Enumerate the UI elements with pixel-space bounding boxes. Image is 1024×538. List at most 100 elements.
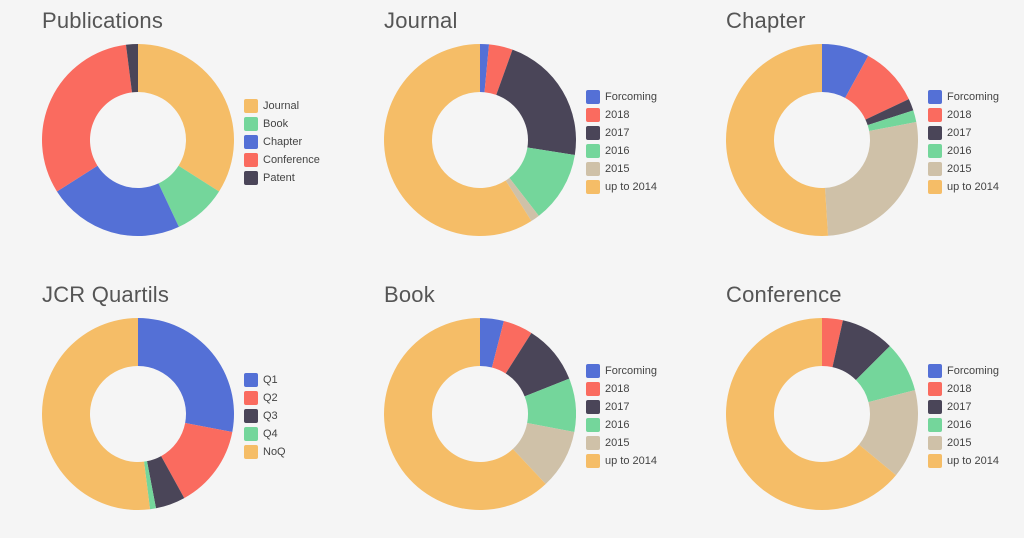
slice-2016[interactable] [855,346,915,403]
legend-item-2018[interactable]: 2018 [928,106,999,124]
slice-q3[interactable] [146,456,185,509]
legend-swatch [928,162,942,176]
slice-noq[interactable] [42,318,151,510]
legend-item-q2[interactable]: Q2 [244,389,286,407]
legend-swatch [928,418,942,432]
slice-2017[interactable] [505,332,570,397]
legend-item-2017[interactable]: 2017 [928,124,999,142]
legend-item-q3[interactable]: Q3 [244,407,286,425]
legend-item-q4[interactable]: Q4 [244,425,286,443]
legend-item-2015[interactable]: 2015 [586,160,657,178]
legend-item-2017[interactable]: 2017 [586,398,657,416]
legend-item-2018[interactable]: 2018 [586,380,657,398]
legend-label: Forcoming [947,365,999,377]
slice-conference[interactable] [42,44,132,192]
legend-item-up-to-2014[interactable]: up to 2014 [928,178,999,196]
legend-item-2016[interactable]: 2016 [928,142,999,160]
legend-item-noq[interactable]: NoQ [244,443,286,461]
legend-item-patent[interactable]: Patent [244,169,320,187]
slice-2015[interactable] [505,177,539,222]
legend-item-2015[interactable]: 2015 [928,160,999,178]
legend-item-forcoming[interactable]: Forcoming [586,362,657,380]
legend-item-conference[interactable]: Conference [244,151,320,169]
legend-item-q1[interactable]: Q1 [244,371,286,389]
legend-swatch [244,445,258,459]
slice-q1[interactable] [138,318,234,432]
slice-2016[interactable] [524,378,576,432]
legend-item-2017[interactable]: 2017 [586,124,657,142]
slice-up-to-2014[interactable] [384,318,546,510]
slice-q2[interactable] [161,422,233,499]
slice-2016[interactable] [509,147,575,216]
donut-chart-conference [726,318,918,510]
legend-swatch [244,153,258,167]
legend-label: 2018 [947,383,972,395]
slice-up-to-2014[interactable] [726,44,829,236]
slice-2016[interactable] [867,110,917,132]
legend-item-chapter[interactable]: Chapter [244,133,320,151]
legend-swatch [244,135,258,149]
legend-label: Chapter [263,136,303,148]
legend-item-journal[interactable]: Journal [244,97,320,115]
slice-2017[interactable] [832,320,890,381]
legend-item-book[interactable]: Book [244,115,320,133]
slice-2017[interactable] [496,49,576,156]
slice-2017[interactable] [865,99,914,126]
legend-label: Q4 [263,428,278,440]
legend-swatch [586,400,600,414]
legend-label: 2015 [947,163,972,175]
legend-item-2016[interactable]: 2016 [928,416,999,434]
slice-2018[interactable] [822,318,843,368]
chart-panel-jcr-quartils: JCR Quartils Q1 Q2 Q3 Q4 NoQ [42,274,372,536]
legend-label: Forcoming [947,91,999,103]
chart-panel-publications: Publications Journal Book Chapter Conference… [42,0,372,262]
slice-forcoming[interactable] [480,44,490,93]
legend-item-up-to-2014[interactable]: up to 2014 [928,452,999,470]
slice-journal[interactable] [138,44,234,192]
legend: Forcoming 2018 2017 2016 2015 up to 2014 [586,88,657,196]
slice-up-to-2014[interactable] [726,318,896,510]
slice-2015[interactable] [825,122,918,236]
legend-swatch [586,162,600,176]
slice-patent[interactable] [125,44,138,93]
legend-label: Patent [263,172,295,184]
slice-forcoming[interactable] [822,44,869,98]
legend-label: Journal [263,100,300,112]
slice-2015[interactable] [858,390,918,476]
chart-title: Conference [726,282,842,307]
legend-item-2015[interactable]: 2015 [928,434,999,452]
slice-2018[interactable] [845,55,909,120]
legend-item-2016[interactable]: 2016 [586,416,657,434]
legend-label: 2016 [605,145,630,157]
slice-2018[interactable] [491,321,532,374]
slice-2015[interactable] [512,422,575,484]
legend-swatch [928,364,942,378]
legend-item-2015[interactable]: 2015 [586,434,657,452]
chart-title: JCR Quartils [42,282,170,307]
slice-q4[interactable] [144,461,156,510]
legend-item-forcoming[interactable]: Forcoming [586,88,657,106]
legend-swatch [586,364,600,378]
legend-item-forcoming[interactable]: Forcoming [928,88,999,106]
legend-item-2017[interactable]: 2017 [928,398,999,416]
legend-item-2018[interactable]: 2018 [586,106,657,124]
legend-label: 2015 [605,437,630,449]
legend-swatch [586,90,600,104]
legend-swatch [244,409,258,423]
chart-panel-journal: Journal Forcoming 2018 2017 2016 2015 up to 20… [384,0,714,262]
legend-item-up-to-2014[interactable]: up to 2014 [586,452,657,470]
slice-2018[interactable] [484,44,513,95]
slice-forcoming[interactable] [480,318,504,368]
legend-item-up-to-2014[interactable]: up to 2014 [586,178,657,196]
legend-label: up to 2014 [605,455,657,467]
legend-item-forcoming[interactable]: Forcoming [928,362,999,380]
legend-swatch [244,391,258,405]
legend-item-2018[interactable]: 2018 [928,380,999,398]
legend: Q1 Q2 Q3 Q4 NoQ [244,371,286,461]
slice-up-to-2014[interactable] [384,44,532,236]
slice-chapter[interactable] [56,165,179,236]
legend-swatch [244,117,258,131]
legend-item-2016[interactable]: 2016 [586,142,657,160]
slice-book[interactable] [158,165,220,227]
legend: Journal Book Chapter Conference Patent [244,97,320,187]
